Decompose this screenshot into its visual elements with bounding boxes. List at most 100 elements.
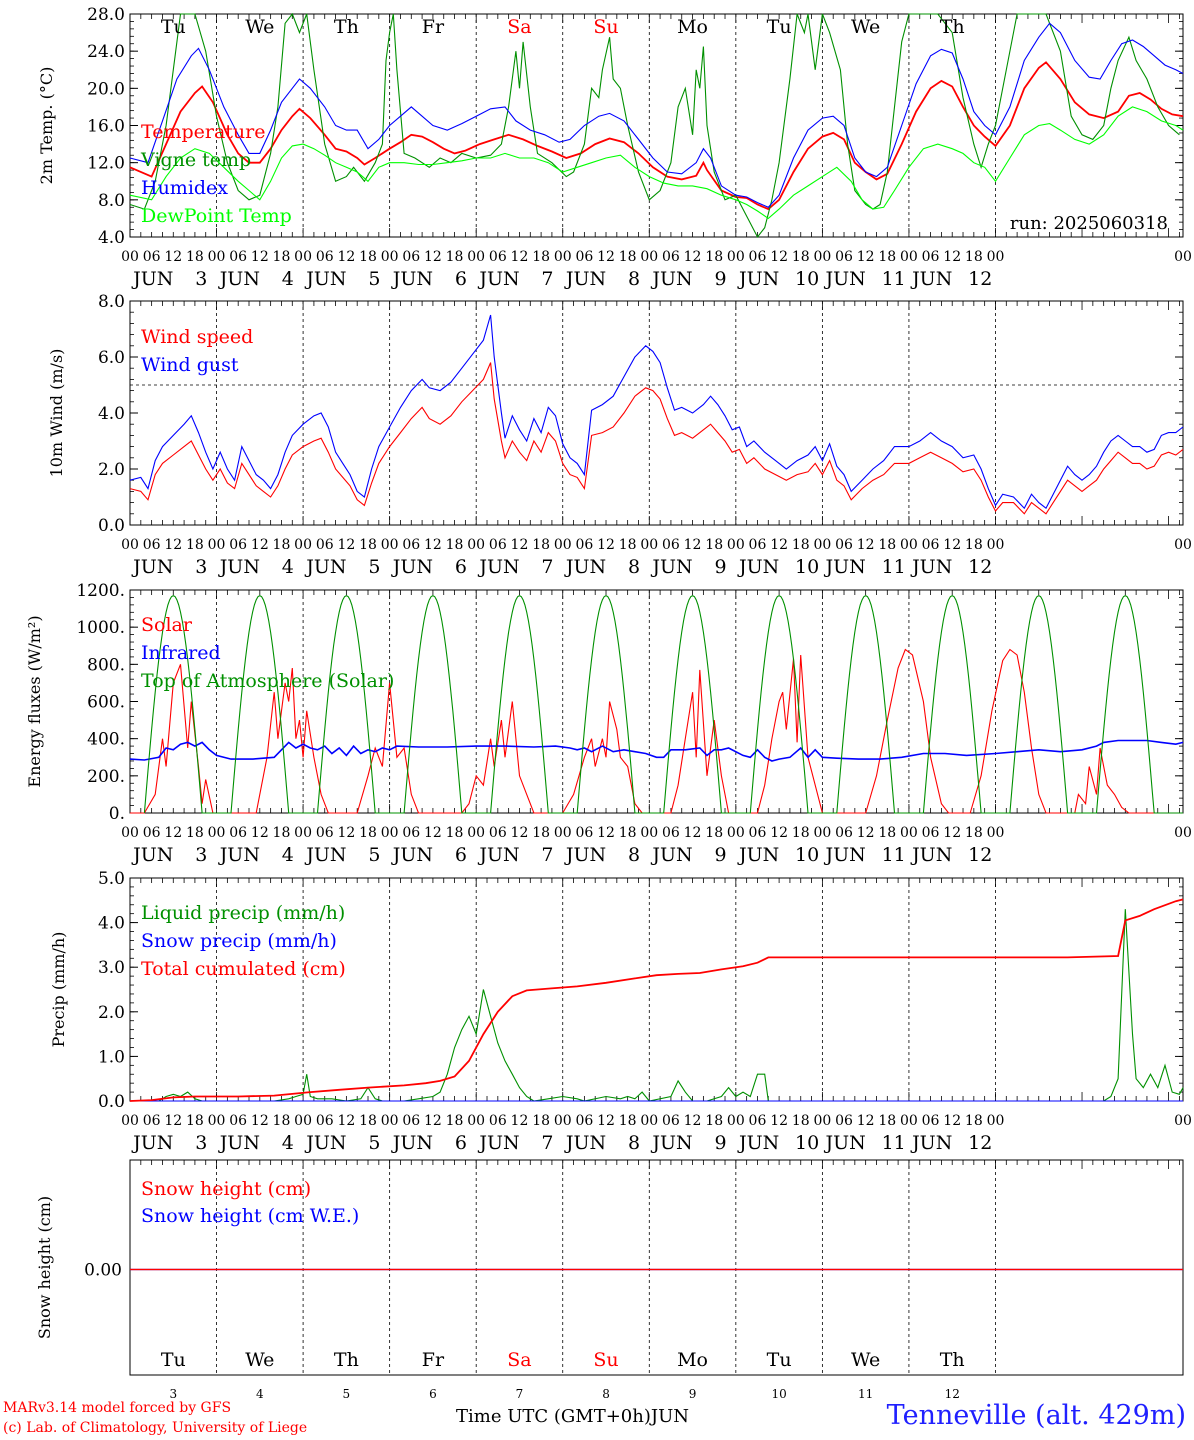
month-label: JUN <box>650 844 692 866</box>
month-label: JUN <box>737 268 779 290</box>
day-name: Th <box>334 16 359 38</box>
hour-tick-label: 18 <box>619 249 637 265</box>
hour-tick-label: 12 <box>943 1113 961 1129</box>
hour-tick-label: 18 <box>619 537 637 553</box>
hour-tick-label: 18 <box>532 825 550 841</box>
hour-tick-label: 00 <box>381 825 399 841</box>
date-label: 7 <box>541 844 553 866</box>
hour-tick-label: 06 <box>402 825 420 841</box>
hour-tick-label: 18 <box>186 249 204 265</box>
series-line <box>129 362 1184 515</box>
hour-tick-label: 06 <box>402 1113 420 1129</box>
hour-tick-label: 12 <box>251 825 269 841</box>
date-label: 10 <box>795 1132 819 1154</box>
hour-tick-label: 18 <box>792 537 810 553</box>
panel-temperature: 2m Temp. (°C) 4.0 8.0 12.0 16.0 20.0 24.0 28.0 T… <box>37 5 1192 290</box>
legend-entry: Total cumulated (cm) <box>141 958 346 980</box>
y-tick-label: 3.0 <box>98 958 125 978</box>
day-name: Su <box>593 1349 618 1371</box>
month-label: JUN <box>910 844 952 866</box>
date-label: 5 <box>368 844 380 866</box>
hour-tick-label: 00 <box>900 537 918 553</box>
date-label: 5 <box>368 268 380 290</box>
date-label: 8 <box>628 1132 640 1154</box>
hour-tick-label: 18 <box>359 537 377 553</box>
month-label: JUN <box>304 268 346 290</box>
hour-tick-label: 12 <box>684 537 702 553</box>
day-name: Th <box>940 1349 965 1371</box>
station-name: Tenneville (alt. 429m) <box>886 1400 1186 1431</box>
month-label: JUN <box>564 844 606 866</box>
month-label: JUN <box>564 556 606 578</box>
y-tick-label: 600. <box>87 693 125 713</box>
hour-tick-label: 06 <box>229 825 247 841</box>
hour-tick-label: 12 <box>424 249 442 265</box>
series-line <box>129 739 1184 762</box>
hour-tick-label: 00 <box>121 537 139 553</box>
hour-tick-label: 18 <box>273 825 291 841</box>
y-tick-label: 4.0 <box>98 914 125 934</box>
hour-tick-label: 06 <box>835 825 853 841</box>
month-label: JUN <box>650 1406 690 1427</box>
legend-entry: Wind speed <box>141 326 253 348</box>
y-axis-label: 2m Temp. (°C) <box>37 67 56 185</box>
hour-tick-label: 00 <box>727 825 745 841</box>
hour-tick-label: 00 <box>987 825 1005 841</box>
day-name: Mo <box>677 16 708 38</box>
hour-tick-label: 00 <box>727 537 745 553</box>
legend-entry: Temperature <box>141 121 265 143</box>
month-label: JUN <box>737 1132 779 1154</box>
date-label: 3 <box>169 1387 177 1401</box>
hour-tick-label: 00 <box>208 537 226 553</box>
hour-tick-label: 12 <box>943 825 961 841</box>
date-label: 9 <box>715 268 727 290</box>
date-label: 3 <box>195 1132 207 1154</box>
hour-tick-label: 00 <box>640 825 658 841</box>
month-label: JUN <box>824 844 866 866</box>
date-label: 5 <box>368 556 380 578</box>
month-label: JUN <box>477 556 519 578</box>
hour-tick-label: 12 <box>597 1113 615 1129</box>
y-tick-label: 16.0 <box>87 117 125 137</box>
date-axis: 00 06 12 18 00 06 12 18 00 06 12 18 00 06 12 18 00 06 12 18… <box>121 249 1192 290</box>
y-tick-label: 800. <box>87 655 125 675</box>
month-label: JUN <box>737 556 779 578</box>
month-label: JUN <box>910 556 952 578</box>
date-label: 8 <box>628 268 640 290</box>
hour-tick-label: 00 <box>208 825 226 841</box>
y-tick-label: 0.0 <box>98 1092 125 1112</box>
series-line <box>129 898 1184 1102</box>
time-axis-label: Time UTC (GMT+0h)JUN <box>456 1406 689 1427</box>
hour-tick-label: 18 <box>878 537 896 553</box>
hour-tick-label: 18 <box>705 249 723 265</box>
series-line <box>130 648 1183 814</box>
hour-tick-label: 18 <box>965 537 983 553</box>
hour-tick-label: 06 <box>662 249 680 265</box>
hour-tick-label: 12 <box>684 249 702 265</box>
y-tick-label: 0. <box>109 804 125 824</box>
day-name: Tu <box>161 1349 186 1371</box>
month-label: JUN <box>824 556 866 578</box>
y-axis-label: Snow height (cm) <box>35 1196 54 1339</box>
date-label: 9 <box>715 556 727 578</box>
hour-tick-label: 00 <box>381 1113 399 1129</box>
month-label: JUN <box>650 268 692 290</box>
hour-tick-label: 18 <box>878 825 896 841</box>
hour-tick-label: 12 <box>251 537 269 553</box>
series-line <box>129 106 1184 220</box>
hour-tick-label: 18 <box>878 249 896 265</box>
hour-tick-label: 12 <box>511 1113 529 1129</box>
date-label: 10 <box>795 844 819 866</box>
month-label: JUN <box>218 556 260 578</box>
y-tick-label: 12.0 <box>87 154 125 174</box>
date-label: 5 <box>368 1132 380 1154</box>
date-label: 4 <box>282 1132 294 1154</box>
hour-tick-label: 06 <box>575 537 593 553</box>
hour-tick-label: 06 <box>143 249 161 265</box>
hour-tick-label: 00 <box>467 537 485 553</box>
hour-tick-label: 00 <box>900 825 918 841</box>
month-label: JUN <box>218 844 260 866</box>
legend-entry: Vigne temp <box>140 149 251 171</box>
date-label: 6 <box>455 1132 467 1154</box>
date-label: 6 <box>455 268 467 290</box>
